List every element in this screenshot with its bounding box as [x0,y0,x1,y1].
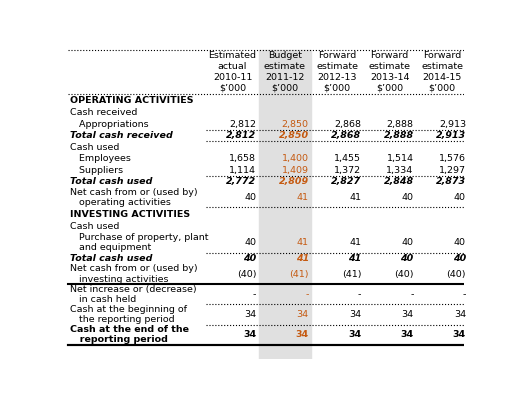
Text: (41): (41) [342,270,361,278]
Text: 41: 41 [297,193,309,202]
Text: 1,114: 1,114 [230,166,256,174]
Text: 2,888: 2,888 [386,120,413,129]
Text: Cash used: Cash used [70,222,119,231]
Text: 2,809: 2,809 [279,177,309,186]
Text: -: - [410,290,413,299]
Text: -: - [462,290,466,299]
Text: 2,772: 2,772 [227,177,256,186]
Text: Cash at the end of the
   reporting period: Cash at the end of the reporting period [70,325,189,345]
Text: 40: 40 [243,254,256,263]
Text: 2,913: 2,913 [436,131,466,140]
Text: 41: 41 [348,254,361,263]
Text: Forward
estimate
2013-14
$’000: Forward estimate 2013-14 $’000 [369,51,411,93]
Text: 2,848: 2,848 [383,177,413,186]
Text: 2,913: 2,913 [439,120,466,129]
Text: INVESTING ACTIVITIES: INVESTING ACTIVITIES [70,210,190,219]
Text: Total cash used: Total cash used [70,254,152,263]
Text: (41): (41) [289,270,309,278]
Text: (40): (40) [394,270,413,278]
Text: 40: 40 [454,193,466,202]
Text: Cash at the beginning of
   the reporting period: Cash at the beginning of the reporting p… [70,305,187,324]
Text: 34: 34 [297,310,309,319]
Text: 34: 34 [244,310,256,319]
Text: Estimated
actual
2010-11
$’000: Estimated actual 2010-11 $’000 [208,51,256,93]
Text: 41: 41 [296,254,309,263]
Text: Appropriations: Appropriations [70,120,149,129]
Text: 2,850: 2,850 [282,120,309,129]
Text: Net increase or (decrease)
   in cash held: Net increase or (decrease) in cash held [70,285,197,304]
Text: Cash used: Cash used [70,143,119,152]
Text: Employees: Employees [70,154,131,163]
Text: Forward
estimate
2014-15
$’000: Forward estimate 2014-15 $’000 [421,51,463,93]
Text: 1,658: 1,658 [230,154,256,163]
Text: 2,812: 2,812 [230,120,256,129]
Text: 40: 40 [400,254,413,263]
Text: Total cash received: Total cash received [70,131,173,140]
Text: Net cash from or (used by)
   operating activities: Net cash from or (used by) operating act… [70,188,198,207]
Bar [259,50,311,359]
Text: Suppliers: Suppliers [70,166,123,174]
Text: 1,409: 1,409 [282,166,309,174]
Text: -: - [253,290,256,299]
Text: 40: 40 [454,238,466,247]
Text: Net cash from or (used by)
   investing activities: Net cash from or (used by) investing act… [70,264,198,284]
Text: 1,400: 1,400 [282,154,309,163]
Text: Budget
estimate
2011-12
$’000: Budget estimate 2011-12 $’000 [264,51,306,93]
Text: 34: 34 [348,330,361,339]
Text: 41: 41 [349,193,361,202]
Text: 2,868: 2,868 [334,120,361,129]
Text: 2,850: 2,850 [279,131,309,140]
Text: Purchase of property, plant
   and equipment: Purchase of property, plant and equipmen… [70,233,208,252]
Text: 1,372: 1,372 [334,166,361,174]
Text: 40: 40 [245,238,256,247]
Text: 2,827: 2,827 [331,177,361,186]
Text: Forward
estimate
2012-13
$’000: Forward estimate 2012-13 $’000 [316,51,358,93]
Text: 40: 40 [401,193,413,202]
Text: (40): (40) [237,270,256,278]
Text: 1,334: 1,334 [386,166,413,174]
Text: 2,868: 2,868 [331,131,361,140]
Text: 1,455: 1,455 [334,154,361,163]
Text: 40: 40 [401,238,413,247]
Text: 1,576: 1,576 [439,154,466,163]
Text: 41: 41 [297,238,309,247]
Text: 1,297: 1,297 [439,166,466,174]
Text: 41: 41 [349,238,361,247]
Text: 40: 40 [453,254,466,263]
Text: 34: 34 [400,330,413,339]
Text: 34: 34 [453,330,466,339]
Text: -: - [358,290,361,299]
Text: 34: 34 [454,310,466,319]
Text: (40): (40) [446,270,466,278]
Text: 34: 34 [243,330,256,339]
Text: Total cash used: Total cash used [70,177,152,186]
Text: -: - [305,290,309,299]
Text: 34: 34 [349,310,361,319]
Text: 2,888: 2,888 [383,131,413,140]
Text: 1,514: 1,514 [386,154,413,163]
Text: 40: 40 [245,193,256,202]
Text: Cash received: Cash received [70,108,137,117]
Text: 34: 34 [296,330,309,339]
Text: 34: 34 [401,310,413,319]
Text: OPERATING ACTIVITIES: OPERATING ACTIVITIES [70,96,194,105]
Text: 2,812: 2,812 [227,131,256,140]
Text: 2,873: 2,873 [436,177,466,186]
